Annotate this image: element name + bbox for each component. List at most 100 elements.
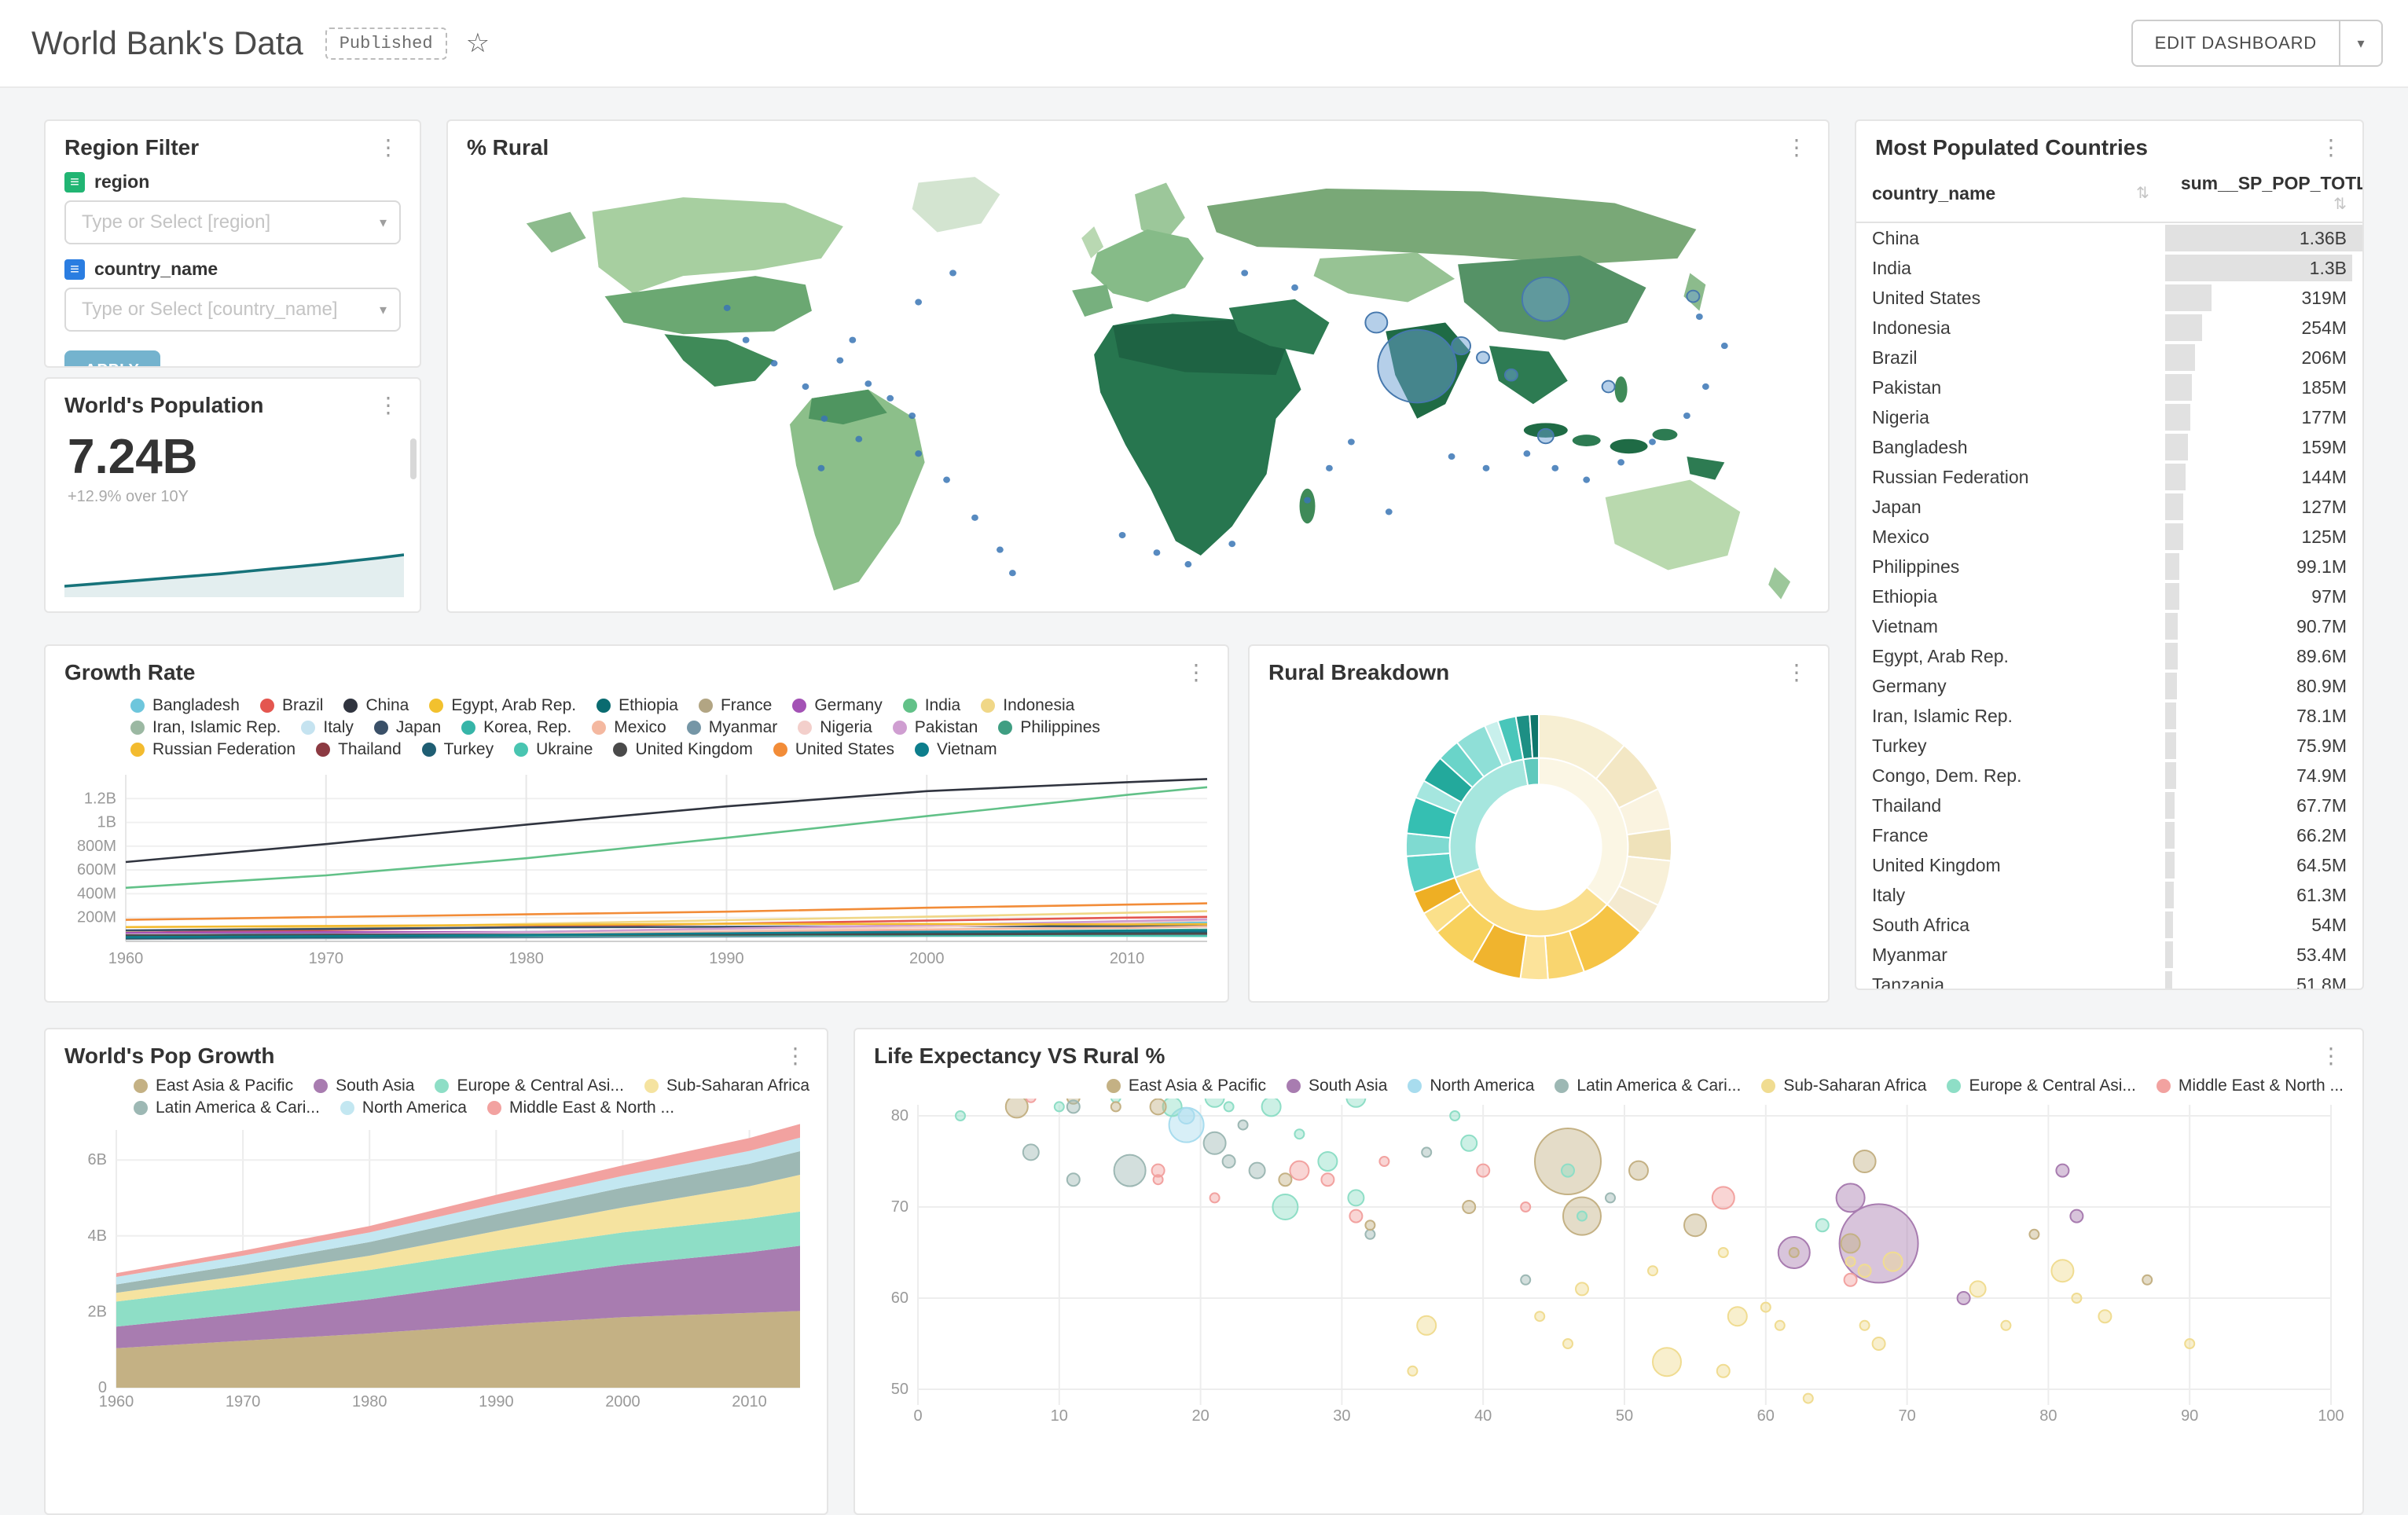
map-dot[interactable] (1241, 270, 1249, 277)
map-dot[interactable] (1326, 464, 1333, 471)
map-bubble[interactable] (1503, 368, 1518, 382)
scatter-bubble[interactable] (1562, 1196, 1602, 1236)
map-dot[interactable] (1583, 476, 1591, 483)
area-latin-america-cari-[interactable] (116, 1151, 800, 1293)
region-select-input[interactable] (79, 210, 380, 235)
map-dot[interactable] (855, 435, 863, 442)
scatter-bubble[interactable] (1237, 1119, 1249, 1131)
legend-item[interactable]: Indonesia (981, 696, 1074, 715)
legend-item[interactable]: Middle East & North ... (486, 1099, 674, 1117)
scatter-bubble[interactable] (2071, 1293, 2083, 1304)
scatter-bubble[interactable] (1022, 1143, 1040, 1161)
scatter-bubble[interactable] (1449, 1110, 1461, 1121)
legend-item[interactable]: Sub-Saharan Africa (644, 1077, 809, 1095)
country-shape[interactable] (1488, 346, 1568, 405)
legend-item[interactable]: Egypt, Arab Rep. (429, 696, 576, 715)
country-shape[interactable] (1768, 567, 1791, 600)
legend-item[interactable]: Brazil (259, 696, 323, 715)
scatter-bubble[interactable] (1460, 1134, 1478, 1152)
scatter-bubble[interactable] (1261, 1099, 1282, 1117)
table-row[interactable]: Japan 127M (1856, 492, 2362, 522)
life-expectancy-chart[interactable]: 0 10 20 30 40 50 60 70 80 90 100 80 70 60 50 (871, 1099, 2350, 1429)
scatter-bubble[interactable] (1004, 1099, 1029, 1119)
series-line-united-kingdom[interactable] (125, 932, 1208, 937)
scatter-bubble[interactable] (1152, 1174, 1164, 1186)
table-row[interactable]: Congo, Dem. Rep. 74.9M (1856, 761, 2362, 791)
donut-slice[interactable] (1626, 827, 1673, 862)
scatter-bubble[interactable] (1802, 1392, 1814, 1404)
map-dot[interactable] (1720, 343, 1728, 350)
kebab-menu-icon[interactable]: ⋮ (377, 393, 401, 417)
scatter-bubble[interactable] (1871, 1337, 1886, 1351)
map-bubble[interactable] (1521, 277, 1570, 322)
country-shape[interactable] (1206, 188, 1697, 265)
scatter-bubble[interactable] (1349, 1209, 1364, 1223)
legend-item[interactable]: Turkey (421, 740, 494, 759)
scatter-bubble[interactable] (2142, 1274, 2153, 1286)
scatter-bubble[interactable] (1760, 1301, 1771, 1313)
map-dot[interactable] (1683, 412, 1690, 420)
legend-item[interactable]: Middle East & North ... (2156, 1077, 2344, 1095)
scatter-bubble[interactable] (1209, 1192, 1221, 1204)
scatter-bubble[interactable] (1221, 1154, 1236, 1168)
map-bubble[interactable] (1451, 336, 1472, 356)
map-dot[interactable] (943, 476, 950, 483)
scatter-bubble[interactable] (1317, 1151, 1338, 1172)
scatter-bubble[interactable] (1534, 1128, 1602, 1195)
map-dot[interactable] (971, 514, 978, 521)
series-line-russian-federation[interactable] (125, 923, 1208, 929)
legend-item[interactable]: Vietnam (914, 740, 997, 759)
scatter-bubble[interactable] (1562, 1338, 1573, 1349)
legend-item[interactable]: Pakistan (892, 718, 978, 737)
table-row[interactable]: Turkey 75.9M (1856, 731, 2362, 761)
scatter-bubble[interactable] (955, 1110, 966, 1121)
scatter-bubble[interactable] (1774, 1319, 1786, 1331)
scatter-bubble[interactable] (1066, 1099, 1081, 1114)
scatter-bubble[interactable] (1202, 1131, 1227, 1155)
table-row[interactable]: Mexico 125M (1856, 522, 2362, 552)
scatter-bubble[interactable] (1476, 1163, 1491, 1178)
series-line-united-states[interactable] (125, 902, 1208, 921)
column-header-population[interactable]: sum__SP_POP_TOTL ⇅ (2164, 168, 2362, 223)
scatter-bubble[interactable] (2028, 1228, 2040, 1240)
map-dot[interactable] (864, 380, 872, 387)
country-name-select-input[interactable] (79, 297, 380, 322)
rural-breakdown-chart[interactable] (1250, 693, 1828, 998)
scatter-bubble[interactable] (1835, 1183, 1866, 1213)
scatter-bubble[interactable] (1053, 1101, 1065, 1113)
country-shape[interactable] (1605, 479, 1741, 570)
map-dot[interactable] (1482, 464, 1490, 471)
scatter-bubble[interactable] (1364, 1228, 1376, 1240)
favorite-star-icon[interactable]: ☆ (465, 28, 490, 58)
legend-item[interactable]: United States (773, 740, 894, 759)
scatter-bubble[interactable] (1113, 1154, 1147, 1187)
table-row[interactable]: India 1.3B (1856, 253, 2362, 283)
scatter-bubble[interactable] (1520, 1201, 1532, 1212)
map-dot[interactable] (1649, 438, 1656, 446)
legend-item[interactable]: United Kingdom (613, 740, 753, 759)
scatter-bubble[interactable] (1845, 1256, 1856, 1267)
scatter-bubble[interactable] (2184, 1338, 2196, 1349)
scatter-bubble[interactable] (1716, 1363, 1731, 1378)
area-east-asia-pacific[interactable] (116, 1311, 800, 1388)
legend-item[interactable]: South Asia (1286, 1077, 1387, 1095)
country-shape[interactable] (808, 389, 887, 425)
scatter-bubble[interactable] (1364, 1220, 1376, 1231)
scatter-bubble[interactable] (1561, 1163, 1575, 1178)
table-row[interactable]: Tanzania 51.8M (1856, 970, 2362, 989)
legend-item[interactable]: North America (1408, 1077, 1534, 1095)
map-dot[interactable] (820, 415, 828, 422)
legend-item[interactable]: North America (340, 1099, 467, 1117)
map-dot[interactable] (886, 394, 894, 402)
map-dot[interactable] (1228, 541, 1236, 548)
scatter-bubble[interactable] (1838, 1203, 1919, 1284)
legend-item[interactable]: Latin America & Cari... (1555, 1077, 1741, 1095)
table-row[interactable]: Italy 61.3M (1856, 880, 2362, 910)
apply-button[interactable]: APPLY (64, 350, 160, 366)
scatter-bubble[interactable] (1652, 1347, 1682, 1377)
map-dot[interactable] (802, 383, 809, 391)
map-dot[interactable] (1523, 450, 1531, 457)
scatter-bubble[interactable] (1575, 1282, 1589, 1297)
scatter-bubble[interactable] (1777, 1236, 1811, 1269)
legend-item[interactable]: East Asia & Pacific (134, 1077, 293, 1095)
